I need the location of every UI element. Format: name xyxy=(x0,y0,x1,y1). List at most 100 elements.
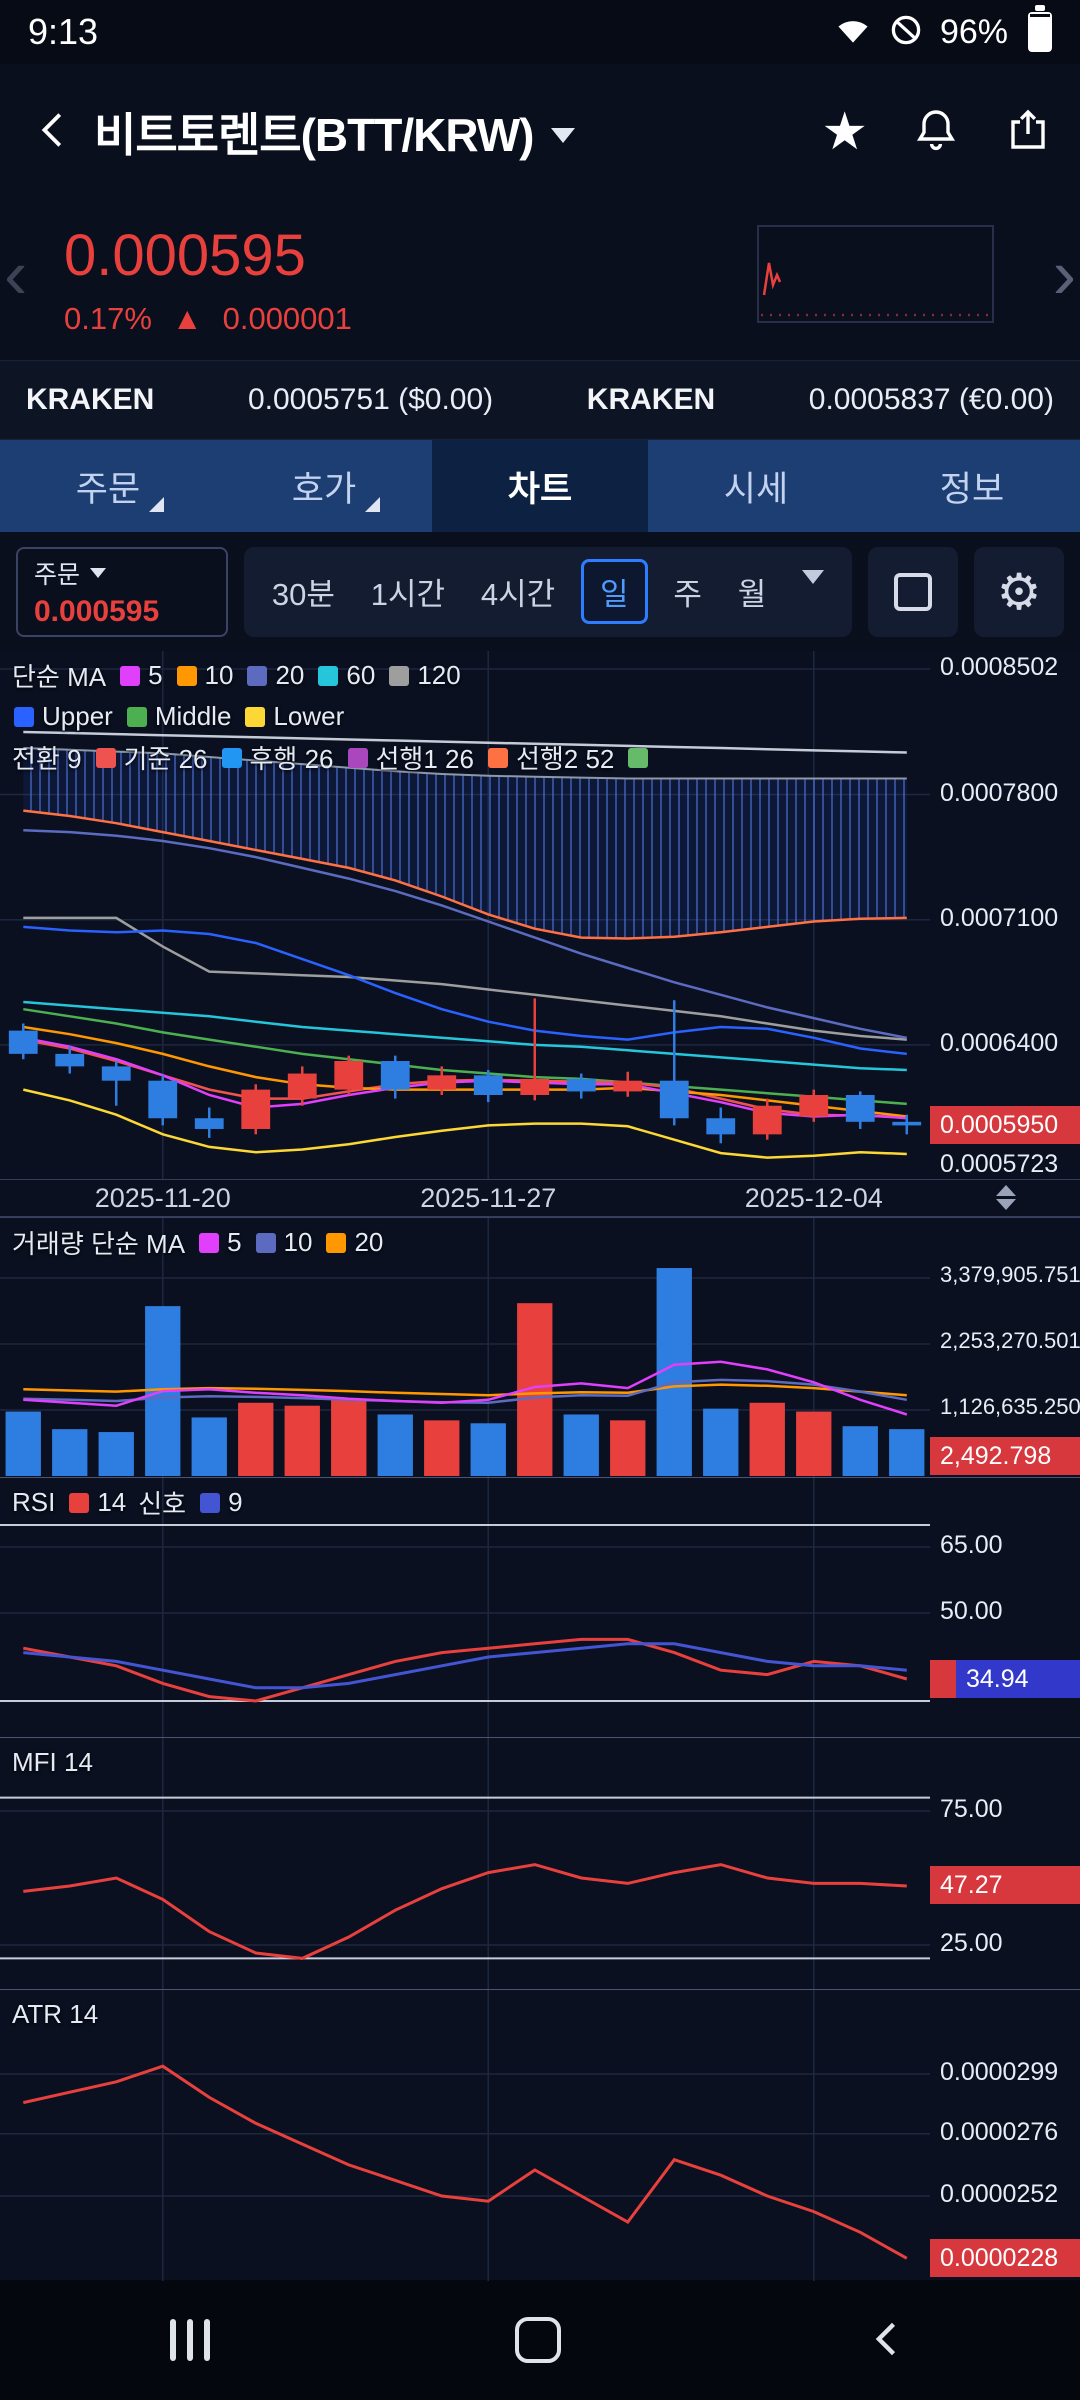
tab-info[interactable]: 정보 xyxy=(864,440,1080,532)
share-button[interactable] xyxy=(1004,106,1052,157)
candle xyxy=(892,1121,922,1126)
tab-label: 호가 xyxy=(292,461,381,512)
order-type-selector[interactable]: 주문 0.000595 xyxy=(16,546,228,637)
legend-label: 20 xyxy=(275,660,305,690)
next-coin-button[interactable]: › xyxy=(1053,229,1076,319)
volume-bar xyxy=(703,1408,739,1476)
current-price-badge: 0.0005950 xyxy=(930,1106,1080,1145)
legend-chip xyxy=(126,706,147,727)
axis-label: 75.00 xyxy=(940,1795,1003,1823)
timeframe-30m[interactable]: 30분 xyxy=(262,559,345,624)
timeframe-4h[interactable]: 4시간 xyxy=(471,559,565,624)
atr-chart[interactable] xyxy=(0,1990,930,2281)
candle xyxy=(799,1095,829,1117)
battery-percent: 96% xyxy=(939,12,1008,51)
chart-style-button[interactable] xyxy=(868,546,958,637)
atr-axis: 0.0000299 0.0000276 0.0000252 0.0000228 xyxy=(930,1990,1080,2280)
price-chart-panel[interactable]: 단순 MA 5 10 20 60 120 Upper Middle Lower 전환 9 기준 26… xyxy=(0,651,1080,1179)
axis-scale-toggle[interactable] xyxy=(996,1185,1016,1210)
axis-label: 65.00 xyxy=(940,1531,1003,1559)
price-axis[interactable]: 0.0008502 0.0007800 0.0007100 0.0006400 0.00… xyxy=(930,651,1080,1179)
mini-sparkline xyxy=(762,262,782,296)
nav-back-button[interactable] xyxy=(866,2317,910,2364)
recent-apps-button[interactable] xyxy=(170,2319,210,2361)
candle xyxy=(473,1075,503,1095)
volume-bar xyxy=(842,1426,878,1476)
candle xyxy=(380,1061,410,1090)
candle xyxy=(8,1030,38,1054)
rsi-panel[interactable]: RSI 14 신호 9 65.00 50.00 34.94 xyxy=(0,1477,1080,1738)
share-icon xyxy=(1004,106,1052,157)
prev-coin-button[interactable]: ‹ xyxy=(4,229,27,319)
series-line xyxy=(23,1360,908,1416)
candle xyxy=(55,1053,85,1067)
ichimoku-cloud xyxy=(23,748,907,939)
legend-chip xyxy=(326,1232,347,1253)
tab-chart[interactable]: 차트 xyxy=(432,440,648,532)
tab-orderbook[interactable]: 호가 xyxy=(216,440,432,532)
legend-row: Upper Middle Lower xyxy=(12,696,656,737)
tab-market[interactable]: 시세 xyxy=(648,440,864,532)
date-axis[interactable]: 2025-11-20 2025-11-27 2025-12-04 xyxy=(0,1179,1080,1217)
date-label: 2025-11-27 xyxy=(420,1183,557,1213)
legend-chip xyxy=(347,747,368,768)
rsi-chart[interactable] xyxy=(0,1478,930,1738)
atr-panel[interactable]: ATR 14 0.0000299 0.0000276 0.0000252 0.0000… xyxy=(0,1989,1080,2281)
change-arrow-icon: ▲ xyxy=(171,301,203,336)
mfi-chart[interactable] xyxy=(0,1738,930,1990)
chart-toolbar: 주문 0.000595 30분 1시간 4시간 일 주 월 ⚙ xyxy=(0,532,1080,651)
volume-bar xyxy=(238,1402,274,1476)
tab-label: 정보 xyxy=(939,469,1005,509)
legend-chip xyxy=(200,1492,221,1513)
series-line xyxy=(23,1637,908,1703)
back-button[interactable] xyxy=(18,87,90,177)
header-actions: ★ xyxy=(821,106,1052,158)
mini-chart[interactable] xyxy=(757,225,994,323)
legend-label: RSI xyxy=(12,1487,56,1517)
tab-order[interactable]: 주문 xyxy=(0,440,216,532)
date-label: 2025-11-20 xyxy=(94,1183,231,1213)
legend-label: Upper xyxy=(42,701,113,731)
series-line xyxy=(22,2064,908,2260)
volume-panel[interactable]: 거래량 단순 MA 5 10 20 3,379,905.751 2,253,270.50… xyxy=(0,1217,1080,1478)
volume-bar xyxy=(563,1414,599,1476)
atr-value-badge: 0.0000228 xyxy=(930,2239,1080,2278)
triangle-up-icon xyxy=(996,1185,1016,1196)
timeframe-1mo[interactable]: 월 xyxy=(728,559,777,624)
chart-settings-button[interactable]: ⚙ xyxy=(974,546,1064,637)
indicator-legend: 단순 MA 5 10 20 60 120 Upper Middle Lower 전환 9 기준 26… xyxy=(12,655,656,778)
pair-selector[interactable]: 비트토렌트(BTT/KRW) xyxy=(94,99,821,165)
candle xyxy=(101,1066,131,1081)
series-line xyxy=(23,1642,907,1690)
candlestick-chart[interactable] xyxy=(0,651,930,1179)
candle xyxy=(148,1080,178,1119)
series-line xyxy=(23,916,907,1041)
triangle-down-icon xyxy=(996,1199,1016,1210)
mfi-panel[interactable]: MFI 14 75.00 25.00 47.27 xyxy=(0,1737,1080,1990)
current-volume-badge: 2,492.798 xyxy=(930,1437,1080,1475)
order-label: 주문 xyxy=(34,560,81,589)
axis-label: 0.0000276 xyxy=(940,2117,1059,2146)
current-price: 0.000595 xyxy=(64,223,306,288)
volume-chart[interactable] xyxy=(0,1218,930,1478)
axis-label: 3,379,905.751 xyxy=(940,1262,1080,1287)
alerts-button[interactable] xyxy=(912,106,960,157)
legend-chip xyxy=(176,665,197,686)
legend-chip xyxy=(245,706,266,727)
timeframe-1w[interactable]: 주 xyxy=(663,559,712,624)
legend-label: 14 xyxy=(97,1487,127,1517)
timeframe-1d[interactable]: 일 xyxy=(580,559,648,624)
timeframe-more-button[interactable] xyxy=(792,570,834,609)
legend-row: ATR 14 xyxy=(12,1994,110,2035)
legend-label: 선행1 26 xyxy=(375,744,474,774)
price-block: 0.000595 0.17% ▲ 0.000001 xyxy=(64,222,352,337)
home-button[interactable] xyxy=(515,2317,561,2363)
timeframe-1h[interactable]: 1시간 xyxy=(361,559,455,624)
order-price: 0.000595 xyxy=(34,594,160,628)
legend-label: 120 xyxy=(417,660,461,690)
legend-label: Lower xyxy=(273,701,345,731)
tab-label: 시세 xyxy=(723,469,789,509)
mfi-legend: MFI 14 xyxy=(12,1742,105,1783)
favorite-button[interactable]: ★ xyxy=(821,106,868,158)
series-line xyxy=(23,730,907,754)
